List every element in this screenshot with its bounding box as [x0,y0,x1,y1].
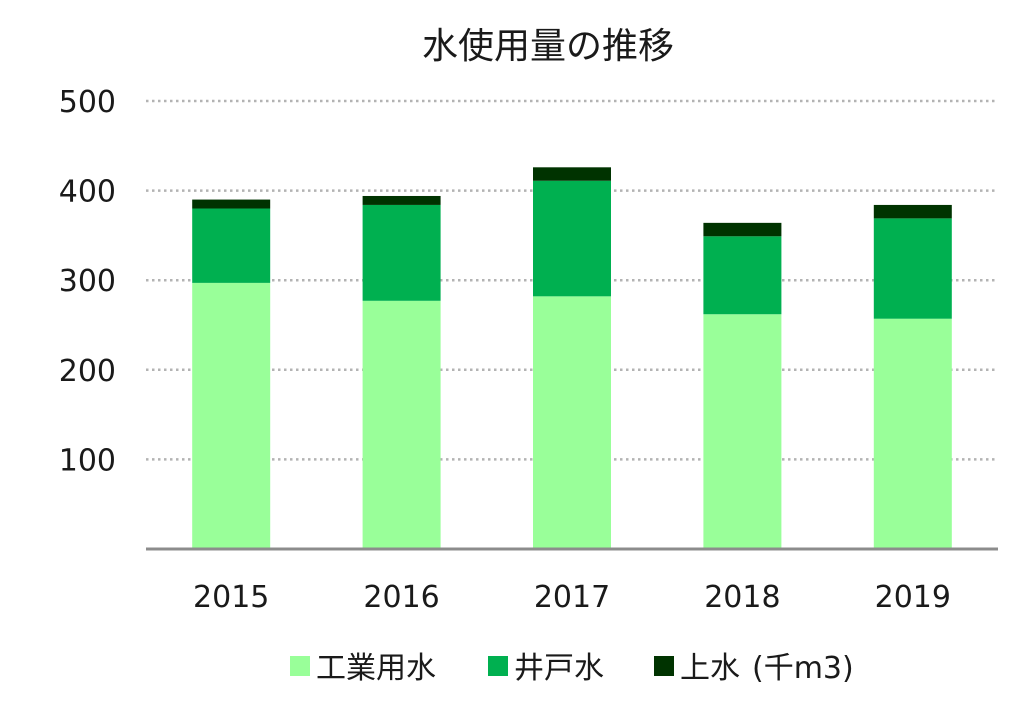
bar-segment [533,296,611,549]
bar-segment [703,222,782,237]
y-tick-label: 400 [59,175,116,210]
bar-segment [192,199,271,209]
legend-label: 井戸水 [514,651,604,686]
legend-swatch [290,656,310,676]
y-tick-label: 300 [59,264,116,299]
bar-segment [703,236,782,315]
legend-label: 上水 [680,651,740,686]
legend-swatch [654,656,674,676]
bar-segment [873,204,952,219]
bar-segment [192,282,271,549]
legend: 工業用水 井戸水 上水 (千m3) [290,651,854,686]
x-tick-label: 2017 [534,580,610,615]
bar-segment [703,314,782,549]
legend-swatch [488,656,508,676]
y-tick-label: 100 [59,443,116,478]
bar-segment [533,167,611,181]
x-tick-label: 2019 [875,580,951,615]
bar-segment [192,208,271,283]
y-tick-label: 500 [59,85,116,120]
bar-segment [362,195,441,205]
x-tick-label: 2015 [193,580,269,615]
chart-title: 水使用量の推移 [422,26,674,67]
bar-segment [533,180,611,297]
bars-layer [192,167,952,549]
unit-note: (千m3) [752,651,854,686]
x-tick-label: 2018 [704,580,780,615]
bar-segment [873,318,952,549]
bar-segment [362,300,441,549]
bar-segment [362,204,441,301]
bar-segment [873,218,952,319]
y-tick-label: 200 [59,354,116,389]
legend-label: 工業用水 [316,651,436,686]
x-tick-labels: 2015 2016 2017 2018 2019 [193,580,951,615]
x-tick-label: 2016 [363,580,439,615]
